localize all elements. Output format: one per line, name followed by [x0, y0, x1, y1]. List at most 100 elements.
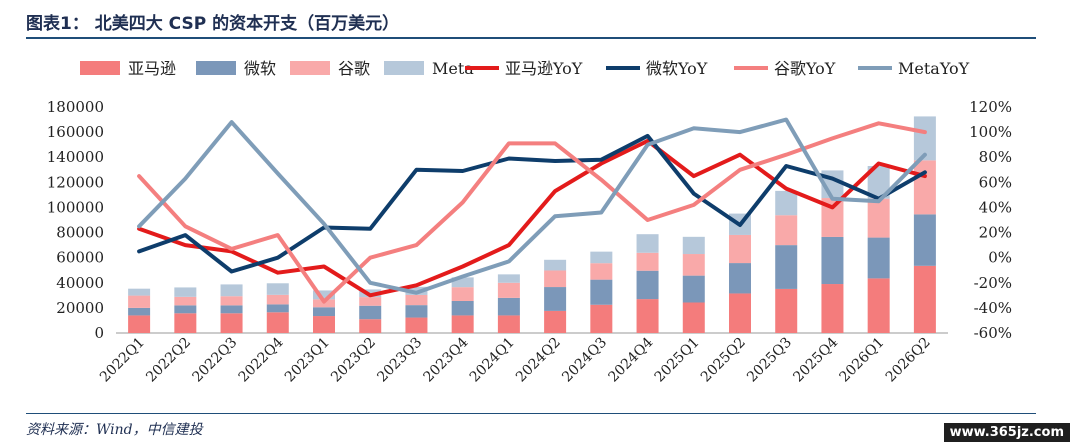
y-left-tick-label: 40000: [56, 274, 104, 292]
x-tick-label: 2024Q3: [559, 335, 610, 386]
bar-google: [729, 234, 751, 264]
x-tick-label: 2023Q4: [421, 334, 472, 385]
bar-amazon: [636, 299, 659, 333]
bar-meta: [266, 283, 289, 295]
bar-amazon: [682, 302, 705, 333]
y-right-tick-label: -20%: [974, 274, 1012, 292]
bar-amazon: [867, 278, 890, 333]
bar-series: [128, 116, 936, 333]
bar-google: [174, 296, 197, 306]
y-left-tick-label: 180000: [47, 98, 104, 116]
y-right-tick-label: 80%: [979, 148, 1012, 166]
bar-amazon: [313, 316, 335, 333]
legend-label: 谷歌YoY: [774, 59, 836, 78]
legend-label: 微软YoY: [646, 59, 708, 78]
bar-meta: [451, 277, 474, 288]
y-right-tick-label: 0%: [988, 249, 1012, 267]
legend-label: MetaYoY: [898, 59, 970, 78]
bar-google: [405, 294, 428, 306]
legend-label: 微软: [244, 59, 276, 78]
bar-meta: [867, 166, 890, 199]
x-tick-label: 2025Q3: [744, 335, 795, 386]
bar-microsoft: [128, 307, 151, 316]
bar-meta: [497, 274, 520, 283]
x-tick-label: 2022Q2: [143, 335, 194, 386]
bar-amazon: [821, 284, 844, 333]
y-left-tick-label: 140000: [47, 148, 104, 166]
capex-chart: 亚马逊 微软 谷歌 Meta 亚马逊YoY 微软YoY 谷歌YoY MetaYoY 0 2000…: [47, 59, 1012, 386]
y-left-tick-label: 120000: [47, 173, 104, 191]
legend-label: 亚马逊YoY: [505, 59, 583, 78]
line-microsoft-yoy: [137, 133, 927, 274]
line-google-yoy: [137, 121, 927, 304]
bar-microsoft: [913, 214, 936, 266]
x-tick-label: 2022Q1: [97, 335, 148, 386]
x-tick-label: 2026Q2: [883, 335, 934, 386]
legend-swatch: [384, 61, 424, 75]
bar-google: [636, 252, 659, 271]
bar-amazon: [220, 313, 243, 333]
x-tick-label: 2025Q1: [652, 335, 703, 386]
title-divider: [26, 37, 1036, 39]
y-left-tick-label: 100000: [47, 198, 104, 216]
bar-amazon: [729, 293, 751, 333]
y-right-tick-label: 60%: [979, 173, 1012, 191]
bar-google: [682, 254, 705, 276]
bar-meta: [636, 234, 659, 253]
bar-amazon: [497, 315, 520, 333]
bar-meta: [590, 251, 613, 264]
bar-amazon: [266, 312, 289, 333]
x-tick-label: 2024Q4: [605, 334, 656, 385]
bar-amazon: [405, 317, 428, 333]
legend-label: Meta: [432, 59, 474, 78]
source-divider: [26, 413, 1036, 414]
bar-microsoft: [544, 287, 567, 311]
bar-amazon: [174, 313, 197, 333]
y-left-tick-label: 20000: [56, 299, 104, 317]
bar-microsoft: [682, 275, 705, 303]
x-tick-label: 2022Q3: [189, 335, 240, 386]
bar-google: [451, 287, 474, 301]
bar-google: [821, 198, 844, 237]
bar-google: [867, 198, 890, 238]
bar-microsoft: [313, 307, 335, 317]
bar-microsoft: [867, 237, 890, 279]
chart-title: 图表1： 北美四大 CSP 的资本开支（百万美元）: [26, 14, 400, 34]
bar-meta: [220, 284, 243, 297]
x-tick-label: 2022Q4: [236, 334, 287, 385]
bar-microsoft: [359, 305, 382, 320]
bar-meta: [128, 288, 151, 296]
bar-meta: [313, 290, 335, 300]
bar-amazon: [128, 315, 151, 333]
bar-amazon: [359, 319, 382, 333]
y-left-tick-label: 60000: [56, 249, 104, 267]
line-meta-yoy: [137, 117, 927, 295]
y-right-tick-label: 40%: [979, 198, 1012, 216]
bar-microsoft: [590, 279, 613, 305]
chart-legend: 亚马逊 微软 谷歌 Meta 亚马逊YoY 微软YoY 谷歌YoY MetaYoY: [80, 59, 970, 78]
y-right-tick-label: 120%: [969, 98, 1012, 116]
y-right-tick-label: -60%: [974, 324, 1012, 342]
x-tick-label: 2023Q1: [282, 335, 333, 386]
bar-microsoft: [821, 236, 844, 285]
legend-swatch: [80, 61, 120, 75]
bar-amazon: [775, 288, 798, 333]
bar-microsoft: [775, 245, 798, 289]
bar-amazon: [913, 265, 936, 333]
x-tick-label: 2025Q2: [698, 335, 749, 386]
bar-google: [544, 270, 567, 288]
legend-swatch: [196, 61, 236, 75]
bar-microsoft: [266, 304, 289, 313]
bar-microsoft: [174, 305, 197, 314]
x-tick-label: 2023Q2: [328, 335, 379, 386]
watermark: www.365jz.com: [943, 423, 1070, 442]
legend-label: 亚马逊: [128, 59, 176, 78]
bar-amazon: [590, 304, 613, 333]
source-note: 资料来源：Wind，中信建投: [26, 422, 203, 438]
bar-microsoft: [451, 300, 474, 316]
bar-meta: [682, 236, 705, 255]
bar-microsoft: [497, 297, 520, 316]
bar-amazon: [544, 310, 567, 333]
bar-meta: [174, 287, 197, 297]
x-tick-label: 2024Q2: [513, 335, 564, 386]
